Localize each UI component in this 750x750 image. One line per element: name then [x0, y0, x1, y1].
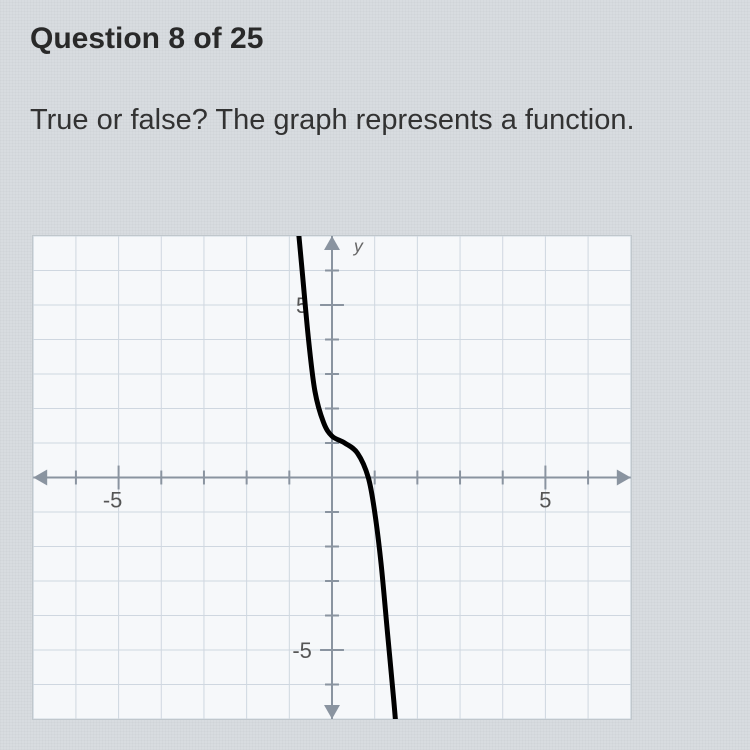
function-graph: -555-5y [32, 235, 632, 720]
svg-text:5: 5 [539, 487, 551, 512]
svg-text:-5: -5 [103, 487, 122, 512]
svg-text:-5: -5 [292, 638, 311, 663]
graph-svg: -555-5y [33, 236, 631, 719]
svg-text:y: y [352, 236, 364, 256]
